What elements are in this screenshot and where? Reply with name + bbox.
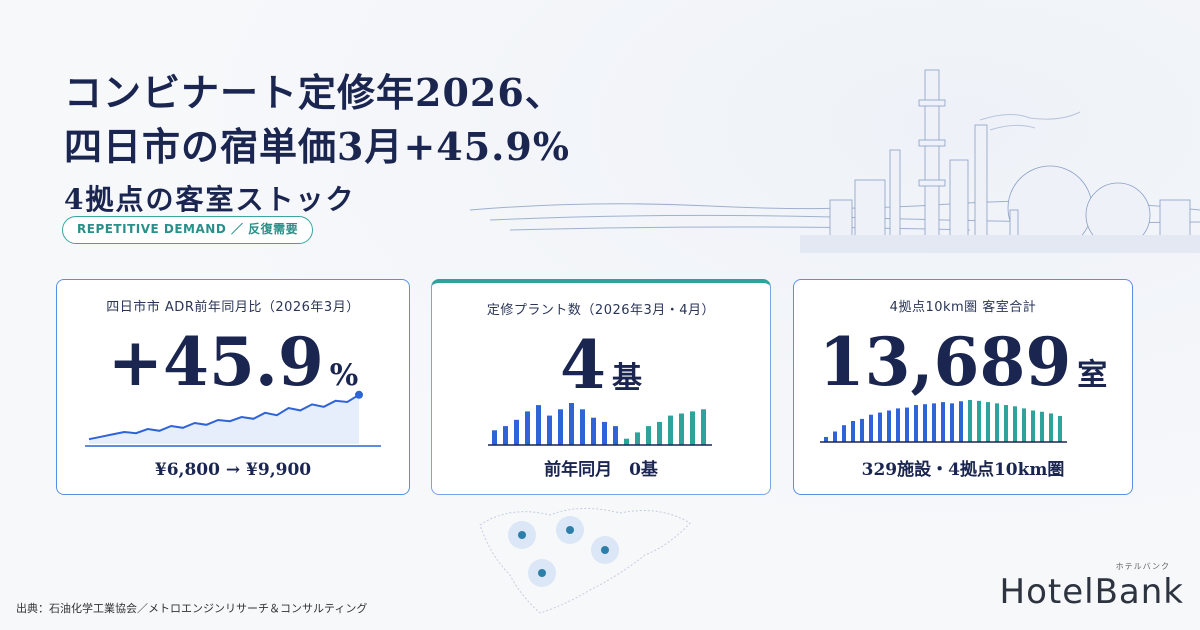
bar — [869, 414, 873, 442]
adr-trend-line — [85, 390, 381, 447]
adr-unit: % — [329, 358, 359, 393]
bar — [690, 411, 695, 445]
rooms-value: 13,689 室 — [794, 322, 1132, 420]
demand-tag: REPETITIVE DEMAND ／ 反復需要 — [62, 216, 314, 244]
bar — [959, 401, 963, 442]
trend-line — [88, 393, 360, 441]
headline: コンビナート定修年2026、 四日市の宿単価3月+45.9% 4拠点の客室ストッ… — [64, 66, 570, 222]
adr-card: 四日市市 ADR前年同月比（2026年3月） +45.9% ¥6,800 → ¥… — [56, 279, 410, 495]
rooms-card-label: 4拠点10km圏 客室合計 — [889, 300, 1037, 315]
site-marker-dot — [601, 546, 609, 554]
rooms-unit: 室 — [1077, 358, 1108, 393]
bar — [514, 419, 519, 445]
bar — [635, 432, 640, 445]
refinery-illustration — [470, 69, 1200, 253]
headline-line-1: コンビナート定修年2026、 — [64, 70, 564, 115]
bar — [1022, 408, 1026, 442]
plant-prev-year: 前年同月 0基 — [544, 460, 658, 480]
bar — [878, 412, 882, 442]
plant-card-label: 定修プラント数（2026年3月・4月） — [486, 303, 716, 318]
bar — [503, 426, 508, 445]
bar — [932, 403, 936, 442]
bar — [1058, 415, 1062, 442]
rooms-bar-chart — [820, 400, 1067, 443]
rooms-number: 13,689 — [818, 323, 1072, 401]
bar — [896, 408, 900, 442]
hotelbank-logo: HotelBank — [999, 572, 1184, 612]
plant-number: 4 — [560, 326, 606, 404]
bar — [905, 407, 909, 442]
adr-card-label: 四日市市 ADR前年同月比（2026年3月） — [106, 300, 360, 315]
bar — [547, 415, 552, 445]
site-map — [479, 507, 691, 614]
adr-value: +45.9% — [57, 322, 409, 420]
rooms-card: 4拠点10km圏 客室合計 13,689 室 329施設・4拠点10km圏 — [793, 279, 1133, 495]
bar — [986, 402, 990, 442]
bar — [1049, 413, 1053, 442]
bar — [569, 403, 574, 445]
bar — [591, 417, 596, 445]
bar — [1004, 405, 1008, 442]
bar — [668, 415, 673, 445]
site-marker-dot — [566, 526, 574, 534]
bar — [968, 400, 972, 442]
bar — [1031, 410, 1035, 442]
bar — [492, 430, 497, 445]
bar — [824, 436, 828, 442]
bar — [613, 426, 618, 445]
headline-line-2: 四日市の宿単価3月+45.9% — [64, 124, 570, 169]
bar — [1013, 406, 1017, 442]
bar — [657, 421, 662, 445]
bar — [923, 404, 927, 442]
source-note: 出典：石油化学工業協会／メトロエンジンリサーチ＆コンサルティング — [16, 602, 368, 615]
plant-unit: 基 — [611, 361, 642, 396]
bar — [833, 431, 837, 442]
bar — [602, 421, 607, 445]
bar — [950, 403, 954, 442]
bar — [914, 405, 918, 442]
site-markers — [508, 516, 619, 587]
trend-endpoint — [355, 390, 363, 399]
bar — [701, 409, 706, 445]
site-marker-dot — [538, 569, 546, 577]
rooms-facilities: 329施設・4拠点10km圏 — [861, 460, 1065, 480]
bar — [646, 426, 651, 445]
headline-line-3: 4拠点の客室ストック — [64, 183, 356, 216]
bar — [525, 411, 530, 445]
adr-price-change: ¥6,800 → ¥9,900 — [154, 460, 312, 480]
logo-subtitle: ホテルバンク — [1115, 562, 1170, 571]
bar — [977, 400, 981, 442]
adr-number: +45.9 — [107, 323, 324, 401]
bar — [860, 418, 864, 442]
bar — [887, 410, 891, 442]
bar — [536, 405, 541, 445]
bar — [558, 409, 563, 445]
bar — [851, 421, 855, 442]
bar — [842, 425, 846, 442]
trend-area — [89, 394, 359, 444]
bar — [941, 402, 945, 442]
bar — [995, 403, 999, 442]
bar — [624, 438, 629, 445]
bar — [1040, 411, 1044, 442]
bar — [679, 413, 684, 445]
plant-bar-chart — [488, 403, 712, 446]
bar — [580, 409, 585, 445]
site-marker-dot — [518, 531, 526, 539]
